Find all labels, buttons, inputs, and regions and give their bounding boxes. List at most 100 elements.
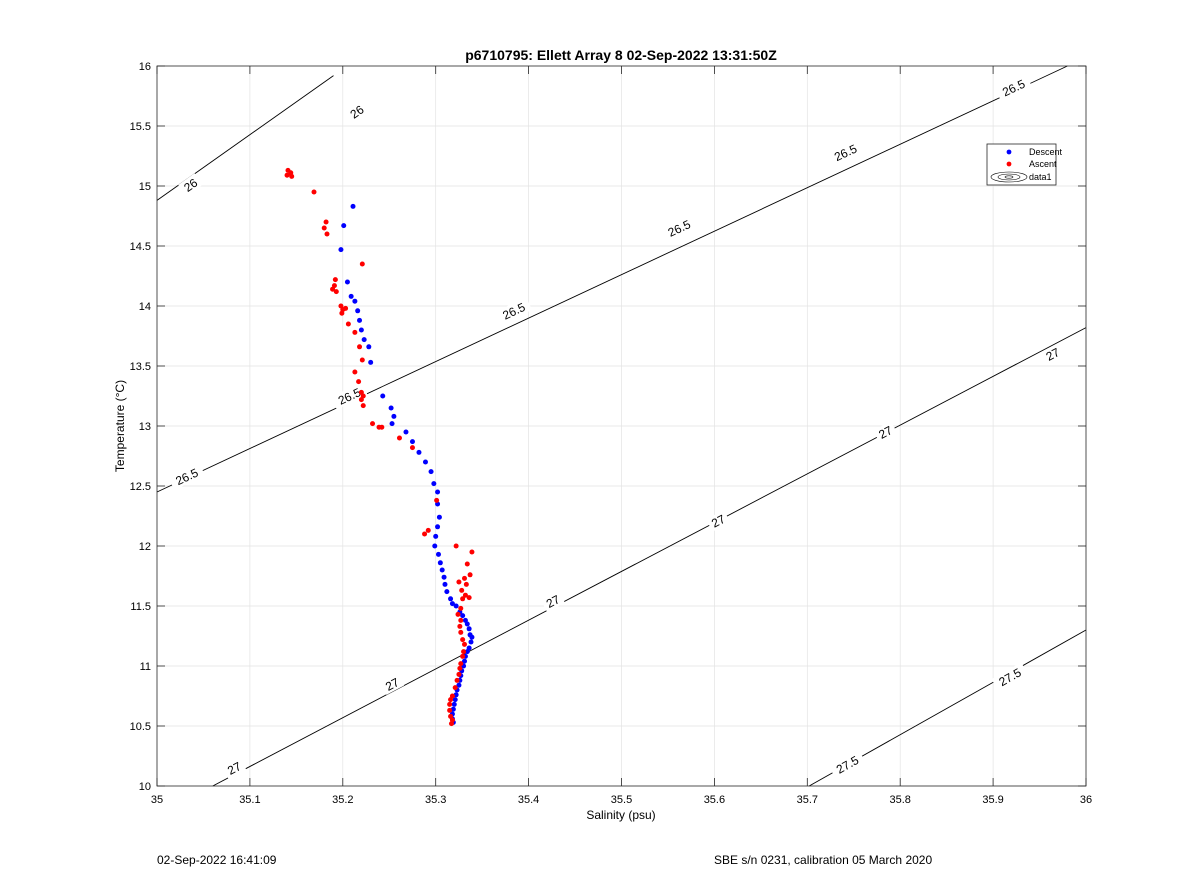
contour-label-bg — [827, 138, 864, 166]
contour-label: 27 — [540, 590, 565, 613]
contour-label-text: 27 — [225, 759, 244, 778]
legend-ascent-label: Ascent — [1029, 159, 1057, 169]
ascent-point — [457, 665, 463, 671]
y-tick-label: 11 — [140, 661, 151, 673]
contour-label: 27 — [379, 673, 405, 695]
footer-sensor-info: SBE s/n 0231, calibration 05 March 2020 — [714, 853, 933, 867]
ascent-point — [289, 173, 295, 179]
contour-line — [212, 327, 1087, 787]
contour-label: 27.5 — [991, 662, 1029, 692]
ascent-point — [396, 435, 402, 441]
legend-contour-icon — [990, 171, 1028, 183]
contour-label-bg — [495, 297, 533, 325]
ascent-point — [459, 587, 465, 593]
descent-point — [422, 459, 428, 465]
x-tick-label: 36 — [1080, 794, 1092, 806]
ascent-point — [455, 611, 461, 617]
contour-label: 26.5 — [995, 74, 1032, 102]
contour-label-bg — [706, 509, 731, 532]
ascent-point — [460, 596, 466, 602]
descent-point — [449, 601, 455, 607]
data-series — [284, 167, 475, 727]
ascent-point — [321, 225, 327, 231]
ascent-point — [460, 637, 466, 643]
ascent-point — [461, 641, 467, 647]
ascent-point — [379, 424, 385, 430]
x-tick-label: 35.2 — [332, 794, 353, 806]
contour-label-text: 27 — [383, 675, 402, 694]
descent-point — [416, 449, 422, 455]
y-tick-label: 14 — [139, 301, 151, 313]
legend-descent-marker — [1006, 149, 1012, 155]
descent-point — [442, 581, 448, 587]
ascent-point — [467, 572, 473, 578]
axis-ticks: 35 35.1 35.2 35.3 35.4 35.5 35.6 35.7 35.8 35.9 36… — [130, 61, 1093, 806]
ascent-point — [458, 605, 464, 611]
contour-label-text: 27 — [1044, 345, 1063, 364]
footer-date: 02-Sep-2022 16:41:09 — [157, 853, 277, 867]
descent-point — [355, 308, 361, 314]
y-tick-label: 10 — [139, 781, 151, 793]
contour-label: 26.5 — [827, 138, 864, 166]
ascent-point — [458, 661, 464, 667]
contour-label-bg — [995, 74, 1032, 102]
ascent-point — [462, 592, 468, 598]
descent-point — [448, 596, 454, 602]
contour-label-bg — [660, 214, 698, 242]
x-tick-label: 35.5 — [611, 794, 632, 806]
x-tick-label: 35.9 — [982, 794, 1003, 806]
ascent-point — [448, 721, 454, 727]
legend-data1-label: data1 — [1029, 172, 1052, 182]
descent-point — [460, 613, 466, 619]
descent-point — [451, 701, 457, 707]
y-tick-label: 11.5 — [130, 601, 151, 613]
contour-label: 27 — [706, 509, 731, 532]
ascent-point — [333, 289, 339, 295]
ascent-point — [358, 397, 364, 403]
y-tick-label: 13.5 — [130, 361, 151, 373]
contour-label-bg — [829, 749, 866, 779]
ascent-point — [311, 189, 317, 195]
ascent-point — [457, 623, 463, 629]
ascent-point — [456, 671, 462, 677]
descent-point — [431, 481, 437, 487]
contour-label-bg — [178, 173, 203, 197]
ascent-point — [284, 172, 290, 178]
contour-label-bg — [379, 673, 405, 695]
ascent-point — [458, 617, 464, 623]
y-axis-label: Temperature (°C) — [113, 380, 127, 472]
descent-point — [441, 574, 447, 580]
contour-label-text: 27 — [709, 512, 728, 531]
legend-ascent-marker — [1006, 161, 1012, 167]
ascent-point — [461, 649, 467, 655]
y-tick-label: 10.5 — [130, 721, 151, 733]
x-tick-label: 35.8 — [889, 794, 910, 806]
contour-label: 26.5 — [660, 214, 698, 242]
descent-point — [436, 514, 442, 520]
grid-lines — [157, 66, 1086, 786]
ascent-point — [330, 286, 336, 292]
ascent-point — [461, 575, 467, 581]
descent-point — [338, 247, 344, 253]
contour-label: 27.5 — [829, 749, 866, 779]
x-tick-label: 35.6 — [704, 794, 725, 806]
contour-label-bg — [1040, 343, 1065, 365]
contour-line — [156, 65, 1068, 493]
ascent-point — [345, 321, 351, 327]
descent-point — [437, 560, 443, 566]
y-tick-label: 15.5 — [130, 121, 151, 133]
chart-title: p6710795: Ellett Array 8 02-Sep-2022 13:… — [465, 47, 777, 63]
ascent-point — [339, 310, 345, 316]
x-tick-label: 35.1 — [239, 794, 260, 806]
contour-label-bg — [540, 590, 565, 613]
ascent-point — [425, 527, 431, 533]
descent-point — [368, 359, 374, 365]
legend: Descent Ascent data1 — [986, 143, 1063, 186]
descent-point — [403, 429, 409, 435]
ascent-point — [422, 531, 428, 537]
ascent-point — [352, 329, 358, 335]
ascent-point — [469, 549, 475, 555]
contour-label-bg — [991, 662, 1029, 692]
contour-label: 26 — [178, 173, 203, 197]
